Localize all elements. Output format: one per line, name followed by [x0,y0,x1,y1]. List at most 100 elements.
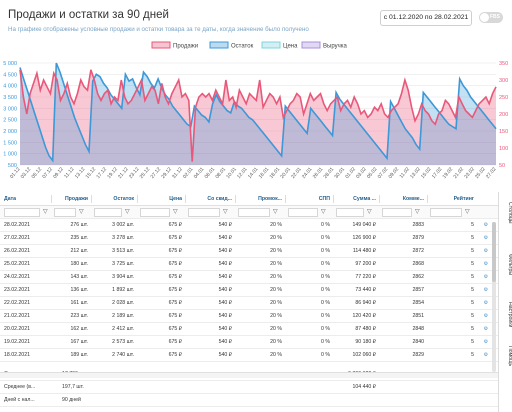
column-header[interactable]: Со скид... [207,196,232,202]
table-row[interactable]: 22.02.2021 161 шт. 2 028 шт. 675 ₽ 540 ₽ 20 %… [0,297,498,310]
side-tab-1[interactable]: Фильтры [507,254,512,276]
table-row[interactable]: 20.02.2021 162 шт. 2 412 шт. 675 ₽ 540 ₽ 20 %… [0,323,498,336]
filter-icon[interactable]: ▽ [321,209,326,215]
column-separator[interactable] [91,195,92,203]
column-header[interactable]: Продажи [64,196,88,202]
row-settings-icon[interactable]: ⚙ [483,313,489,319]
scrollbar-thumb[interactable] [492,222,496,282]
table-cell: 126 900 ₽ [352,235,377,241]
filter-input[interactable] [238,208,270,217]
row-settings-icon[interactable]: ⚙ [483,222,489,228]
filter-icon[interactable]: ▽ [173,209,178,215]
y-left-tick-label: 1 500 [3,140,17,146]
filter-input[interactable] [4,208,40,217]
table-cell: 0 % [321,352,330,358]
table-cell: 149 040 ₽ [352,222,377,228]
column-separator[interactable] [51,195,52,203]
table-cell: 3 002 шт. [112,222,134,228]
column-separator[interactable] [185,195,186,203]
table-cell: 0 % [321,235,330,241]
filter-row: ▽ ▽ ▽ ▽ ▽ ▽ ▽ ▽ ▽ ▽ [0,206,498,219]
filter-input[interactable] [336,208,364,217]
column-separator[interactable] [235,195,236,203]
filter-input[interactable] [140,208,170,217]
row-settings-icon[interactable]: ⚙ [483,248,489,254]
table-row[interactable]: 23.02.2021 136 шт. 1 892 шт. 675 ₽ 540 ₽ 20 %… [0,284,498,297]
table-cell: 675 ₽ [168,326,182,332]
column-separator[interactable] [379,195,380,203]
table-cell: 675 ₽ [168,222,182,228]
table-row[interactable]: 24.02.2021 143 шт. 3 904 шт. 675 ₽ 540 ₽ 20 %… [0,271,498,284]
table-cell: 2868 [412,261,424,267]
table-scrollbar[interactable] [492,222,496,372]
filter-icon[interactable]: ▽ [367,209,372,215]
table-cell: 20 % [270,274,282,280]
column-header[interactable]: Остаток [113,196,134,202]
column-header[interactable]: СПП [318,196,330,202]
table-cell: 87 480 ₽ [355,326,376,332]
y-right-tick-label: 350 [499,61,508,67]
table-row[interactable]: 26.02.2021 212 шт. 3 513 шт. 675 ₽ 540 ₽ 20 %… [0,245,498,258]
filter-input[interactable] [188,208,220,217]
column-separator[interactable] [285,195,286,203]
filter-icon[interactable]: ▽ [43,209,48,215]
row-settings-icon[interactable]: ⚙ [483,352,489,358]
horizontal-scrollbar[interactable] [0,372,498,378]
row-settings-icon[interactable]: ⚙ [483,287,489,293]
table-row[interactable]: 21.02.2021 223 шт. 2 189 шт. 675 ₽ 540 ₽ 20 %… [0,310,498,323]
table-cell: 20.02.2021 [4,326,30,332]
table-cell: 2 412 шт. [112,326,134,332]
side-tab-0[interactable]: Столбцы [507,202,512,224]
row-settings-icon[interactable]: ⚙ [483,261,489,267]
column-header[interactable]: Комме... [402,196,424,202]
filter-input[interactable] [430,208,462,217]
side-tab-2[interactable]: Настройки [507,302,512,328]
filter-input[interactable] [94,208,122,217]
row-settings-icon[interactable]: ⚙ [483,339,489,345]
table-row[interactable]: 19.02.2021 167 шт. 2 573 шт. 675 ₽ 540 ₽ 20 %… [0,336,498,349]
table-cell: 25.02.2021 [4,261,30,267]
filter-input[interactable] [288,208,318,217]
filter-icon[interactable]: ▽ [273,209,278,215]
table-row[interactable]: 28.02.2021 276 шт. 3 002 шт. 675 ₽ 540 ₽ 20 %… [0,219,498,232]
table-cell: 20 % [270,326,282,332]
date-range-picker[interactable]: с 01.12.2020 по 28.02.2021 [380,10,472,26]
column-separator[interactable] [333,195,334,203]
table-cell: 5 [471,222,474,228]
column-header[interactable]: Дата [4,196,17,202]
row-settings-icon[interactable]: ⚙ [483,235,489,241]
table-cell: 276 шт. [70,222,89,228]
column-separator[interactable] [427,195,428,203]
filter-icon[interactable]: ▽ [125,209,130,215]
filter-icon[interactable]: ▽ [223,209,228,215]
column-separator[interactable] [137,195,138,203]
table-row[interactable]: 18.02.2021 189 шт. 2 740 шт. 675 ₽ 540 ₽ 20 %… [0,349,498,362]
table-row[interactable]: 27.02.2021 235 шт. 3 278 шт. 675 ₽ 540 ₽ 20 %… [0,232,498,245]
fbs-toggle[interactable]: FBS [479,12,503,23]
column-header[interactable]: Промок... [258,196,282,202]
side-tab-3[interactable]: Помощь [507,346,512,367]
y-left-tick-label: 2 000 [3,129,17,135]
column-header[interactable]: Цена [169,196,182,202]
table-cell: 212 шт. [70,248,89,254]
y-left-tick-label: 3 500 [3,95,17,101]
filter-icon[interactable]: ▽ [415,209,420,215]
filter-input[interactable] [54,208,76,217]
filter-icon[interactable]: ▽ [79,209,84,215]
table-row[interactable]: 25.02.2021 180 шт. 3 725 шт. 675 ₽ 540 ₽ 20 %… [0,258,498,271]
x-tick-label: 06.01 [204,166,217,180]
summary-sum: 104 440 ₽ [352,384,377,390]
column-header[interactable]: Рейтинг [453,196,474,202]
filter-icon[interactable]: ▽ [465,209,470,215]
table-cell: 21.02.2021 [4,313,30,319]
row-settings-icon[interactable]: ⚙ [483,274,489,280]
x-tick-label: 10.01 [225,166,238,180]
x-tick-label: 04.01 [193,166,206,180]
filter-input[interactable] [382,208,412,217]
row-settings-icon[interactable]: ⚙ [483,326,489,332]
table-cell: 0 % [321,313,330,319]
x-tick-label: 30.01 [333,166,346,180]
summary-label: Дней с нал... [4,397,35,403]
row-settings-icon[interactable]: ⚙ [483,300,489,306]
column-header[interactable]: Сумма ... [353,196,376,202]
